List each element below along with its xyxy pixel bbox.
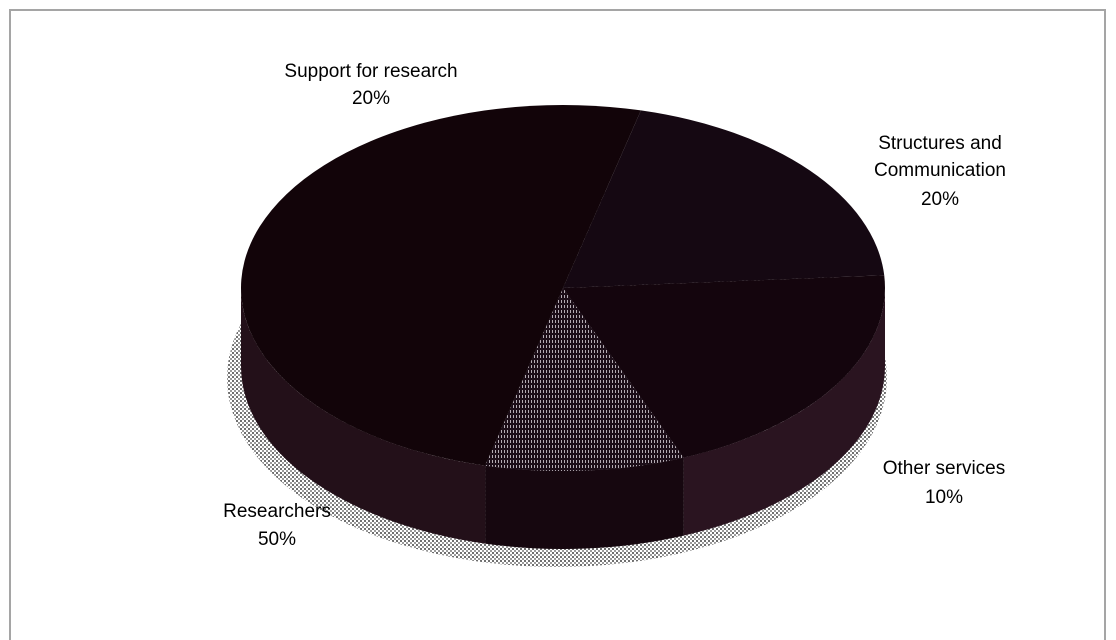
label-structures-name-2: Communication <box>874 160 1006 181</box>
side-researchers <box>241 288 486 544</box>
slice-researchers <box>241 104 641 466</box>
label-structures-name-1: Structures and <box>878 133 1002 154</box>
slice-support-for-research <box>563 110 885 288</box>
slice-structures-and-communication <box>563 275 885 458</box>
label-other-value: 10% <box>925 487 963 508</box>
slice-texture-other-services <box>485 288 684 472</box>
label-structures-value: 20% <box>921 189 959 210</box>
slice-labels: Support for research 20% Structures and … <box>223 61 1006 550</box>
label-support-value: 20% <box>352 88 390 109</box>
label-researchers-value: 50% <box>258 529 296 550</box>
side-structures-and-communication <box>683 288 885 536</box>
side-other-services <box>485 457 684 549</box>
pie-side <box>241 288 885 549</box>
pie-top <box>241 104 885 472</box>
label-support-name: Support for research <box>284 61 457 82</box>
label-other-name: Other services <box>883 458 1005 479</box>
label-researchers-name: Researchers <box>223 501 331 522</box>
